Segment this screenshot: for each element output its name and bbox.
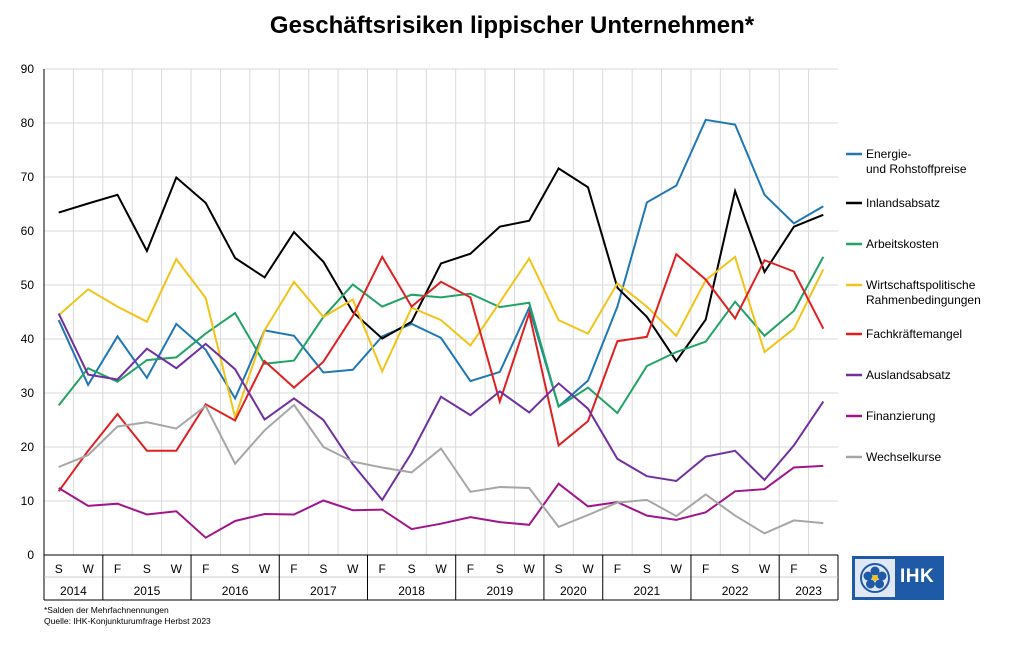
x-tick-label-season: W xyxy=(759,562,771,576)
x-tick-label-season: F xyxy=(379,562,386,576)
x-tick-label-season: S xyxy=(143,562,151,576)
legend-label: Finanzierung xyxy=(866,409,935,423)
y-tick-label: 60 xyxy=(21,224,35,238)
x-tick-label-year: 2020 xyxy=(560,584,587,598)
x-tick-label-year: 2016 xyxy=(222,584,249,598)
legend-label: Rahmenbedingungen xyxy=(866,293,981,307)
legend-label: Inlandsabsatz xyxy=(866,196,940,210)
y-tick-label: 20 xyxy=(21,440,35,454)
x-tick-label-season: S xyxy=(819,562,827,576)
x-tick-label-season: W xyxy=(82,562,94,576)
x-tick-label-year: 2019 xyxy=(486,584,513,598)
y-tick-label: 50 xyxy=(21,278,35,292)
series-line xyxy=(57,118,824,409)
legend-label: Wirtschaftspolitische xyxy=(866,278,976,292)
axes xyxy=(43,69,839,601)
x-tick-label-season: F xyxy=(290,562,297,576)
ihk-logo-text: IHK xyxy=(900,566,935,587)
y-tick-label: 0 xyxy=(27,548,34,562)
y-tick-label: 80 xyxy=(21,116,35,130)
ihk-logo: IHK xyxy=(852,556,944,600)
y-tick-label: 70 xyxy=(21,170,35,184)
legend-label: Wechselkurse xyxy=(866,450,941,464)
legend-label: Energie- xyxy=(866,147,911,161)
x-tick-label-season: S xyxy=(319,562,327,576)
series-line xyxy=(58,403,824,535)
chart-title: Geschäftsrisiken lippischer Unternehmen* xyxy=(269,12,755,39)
x-tick-label-season: S xyxy=(643,562,651,576)
gridlines xyxy=(44,68,838,555)
y-tick-label: 40 xyxy=(21,332,35,346)
series-line xyxy=(58,255,825,421)
x-tick-label-year: 2021 xyxy=(634,584,661,598)
x-tick-label-season: W xyxy=(435,562,447,576)
y-tick-label: 10 xyxy=(21,494,35,508)
x-tick-label-season: F xyxy=(114,562,121,576)
x-tick-label-season: S xyxy=(408,562,416,576)
legend: Energie-und Rohstoffpreise Inlandsabsatz A… xyxy=(846,147,981,464)
rose-emblem-icon xyxy=(855,559,895,597)
series-lines xyxy=(57,118,825,539)
y-tick-label: 90 xyxy=(21,62,35,76)
series-line xyxy=(57,252,825,492)
series-line xyxy=(57,313,825,502)
legend-label: Auslandsabsatz xyxy=(866,368,951,382)
x-tick-label-year: 2017 xyxy=(310,584,337,598)
legend-label: und Rohstoffpreise xyxy=(866,162,967,176)
x-tick-label-season: W xyxy=(347,562,359,576)
x-tick-label-season: W xyxy=(524,562,536,576)
x-axis-categories: S W F S W F S W F S W F S W F S W S W F S W F S W F S 2014 2015 2016 2… xyxy=(55,555,827,600)
x-tick-label-season: F xyxy=(614,562,621,576)
footnote-source: Quelle: IHK-Konjunkturumfrage Herbst 202… xyxy=(44,616,211,626)
x-tick-label-season: S xyxy=(55,562,63,576)
x-tick-label-season: S xyxy=(496,562,504,576)
x-tick-label-season: F xyxy=(702,562,709,576)
legend-label: Arbeitskosten xyxy=(866,237,939,251)
x-tick-label-year: 2018 xyxy=(398,584,425,598)
x-tick-label-year: 2015 xyxy=(134,584,161,598)
y-tick-labels: 0 10 20 30 40 50 60 70 80 90 xyxy=(21,62,35,562)
series-line xyxy=(57,256,825,415)
x-tick-label-season: W xyxy=(171,562,183,576)
x-tick-label-season: S xyxy=(231,562,239,576)
x-tick-label-season: F xyxy=(467,562,474,576)
y-tick-label: 30 xyxy=(21,386,35,400)
x-tick-label-season: S xyxy=(731,562,739,576)
x-tick-label-season: S xyxy=(555,562,563,576)
x-tick-label-season: F xyxy=(202,562,209,576)
legend-label: Fachkräftemangel xyxy=(866,327,962,341)
x-tick-label-season: W xyxy=(671,562,683,576)
series-line xyxy=(58,166,824,363)
x-tick-label-season: F xyxy=(790,562,797,576)
x-tick-label-season: W xyxy=(259,562,271,576)
x-tick-label-year: 2023 xyxy=(795,584,822,598)
x-tick-label-season: W xyxy=(582,562,594,576)
footnote-salden: *Salden der Mehrfachnennungen xyxy=(44,605,169,615)
series-line xyxy=(58,464,824,539)
x-tick-label-year: 2022 xyxy=(722,584,749,598)
x-tick-label-year: 2014 xyxy=(60,584,87,598)
